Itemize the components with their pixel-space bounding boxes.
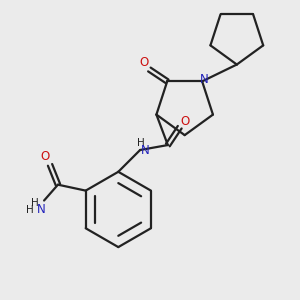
Text: O: O xyxy=(140,56,149,69)
Text: H: H xyxy=(26,206,34,215)
Text: N: N xyxy=(141,143,149,157)
Text: O: O xyxy=(180,115,189,128)
Text: N: N xyxy=(200,73,208,86)
Text: H: H xyxy=(31,197,39,208)
Text: N: N xyxy=(37,203,46,216)
Text: O: O xyxy=(40,150,50,164)
Text: H: H xyxy=(137,138,145,148)
